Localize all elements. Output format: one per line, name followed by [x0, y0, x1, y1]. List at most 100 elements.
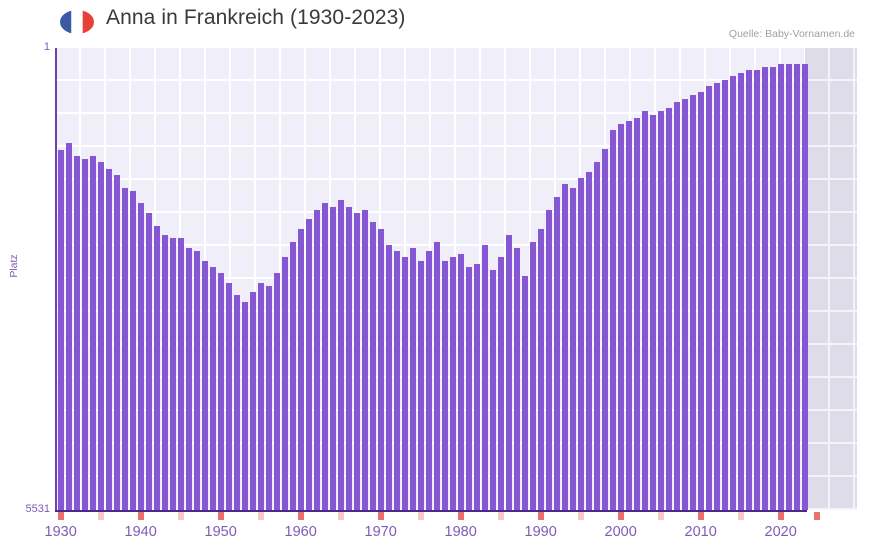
bar[interactable]: [65, 143, 72, 510]
bar[interactable]: [89, 155, 96, 510]
bar[interactable]: [385, 244, 392, 510]
bar[interactable]: [425, 251, 432, 510]
bar[interactable]: [401, 257, 408, 510]
bar[interactable]: [657, 111, 664, 510]
bar[interactable]: [393, 251, 400, 510]
bar[interactable]: [241, 301, 248, 510]
bar[interactable]: [689, 95, 696, 510]
bar[interactable]: [545, 209, 552, 510]
bar[interactable]: [577, 178, 584, 510]
bar[interactable]: [521, 276, 528, 510]
bar[interactable]: [321, 203, 328, 510]
bar[interactable]: [673, 101, 680, 510]
bar[interactable]: [505, 235, 512, 510]
bar[interactable]: [209, 266, 216, 510]
bar[interactable]: [121, 187, 128, 510]
bar[interactable]: [593, 162, 600, 510]
x-axis-tick: [290, 512, 296, 520]
bar[interactable]: [609, 130, 616, 510]
bar[interactable]: [681, 98, 688, 510]
bar[interactable]: [761, 66, 768, 510]
bar[interactable]: [265, 285, 272, 510]
bar[interactable]: [529, 241, 536, 510]
bar[interactable]: [153, 225, 160, 510]
x-axis-tick: [466, 512, 472, 520]
x-axis-tick: [274, 512, 280, 520]
bar[interactable]: [305, 219, 312, 510]
bar[interactable]: [737, 73, 744, 510]
bar[interactable]: [217, 273, 224, 510]
bar[interactable]: [713, 82, 720, 510]
bar[interactable]: [113, 174, 120, 510]
bar[interactable]: [513, 247, 520, 510]
bar[interactable]: [377, 228, 384, 510]
bar[interactable]: [169, 238, 176, 510]
bar[interactable]: [417, 260, 424, 510]
bar[interactable]: [329, 206, 336, 510]
bar[interactable]: [225, 282, 232, 510]
bar[interactable]: [281, 257, 288, 510]
bar[interactable]: [777, 63, 784, 510]
bar[interactable]: [641, 111, 648, 510]
bar[interactable]: [553, 197, 560, 510]
bar[interactable]: [769, 66, 776, 510]
x-axis-tick: [162, 512, 168, 520]
bar[interactable]: [233, 295, 240, 510]
bar[interactable]: [297, 228, 304, 510]
bar[interactable]: [625, 120, 632, 510]
bar[interactable]: [177, 238, 184, 510]
bar[interactable]: [649, 114, 656, 510]
bar[interactable]: [601, 149, 608, 510]
bar[interactable]: [537, 228, 544, 510]
bar[interactable]: [721, 79, 728, 510]
bar[interactable]: [369, 222, 376, 510]
bar[interactable]: [617, 124, 624, 510]
bar[interactable]: [137, 203, 144, 510]
bar[interactable]: [449, 257, 456, 510]
bar-series: [56, 48, 857, 510]
bar[interactable]: [353, 212, 360, 510]
bar[interactable]: [129, 190, 136, 510]
bar[interactable]: [105, 168, 112, 510]
bar[interactable]: [705, 85, 712, 510]
bar[interactable]: [73, 155, 80, 510]
bar[interactable]: [465, 266, 472, 510]
bar[interactable]: [793, 63, 800, 510]
bar[interactable]: [801, 63, 808, 510]
bar[interactable]: [337, 200, 344, 510]
bar[interactable]: [409, 247, 416, 510]
bar[interactable]: [145, 212, 152, 510]
bar[interactable]: [785, 63, 792, 510]
bar[interactable]: [161, 235, 168, 510]
bar[interactable]: [665, 108, 672, 510]
bar[interactable]: [201, 260, 208, 510]
bar[interactable]: [441, 260, 448, 510]
bar[interactable]: [313, 209, 320, 510]
bar[interactable]: [585, 171, 592, 510]
bar[interactable]: [193, 251, 200, 510]
bar[interactable]: [697, 92, 704, 510]
bar[interactable]: [481, 244, 488, 510]
bar[interactable]: [745, 70, 752, 510]
bar[interactable]: [185, 247, 192, 510]
bar[interactable]: [273, 273, 280, 510]
bar[interactable]: [561, 184, 568, 510]
bar[interactable]: [457, 254, 464, 510]
bar[interactable]: [497, 257, 504, 510]
bar[interactable]: [257, 282, 264, 510]
bar[interactable]: [97, 162, 104, 510]
x-axis-tick: [114, 512, 120, 520]
bar[interactable]: [433, 241, 440, 510]
bar[interactable]: [489, 270, 496, 510]
bar[interactable]: [361, 209, 368, 510]
bar[interactable]: [729, 76, 736, 510]
bar[interactable]: [81, 159, 88, 510]
bar[interactable]: [249, 292, 256, 510]
bar[interactable]: [289, 241, 296, 510]
bar[interactable]: [345, 206, 352, 510]
bar[interactable]: [569, 187, 576, 510]
bar[interactable]: [753, 70, 760, 510]
bar[interactable]: [57, 149, 64, 510]
bar[interactable]: [473, 263, 480, 510]
bar[interactable]: [633, 117, 640, 510]
